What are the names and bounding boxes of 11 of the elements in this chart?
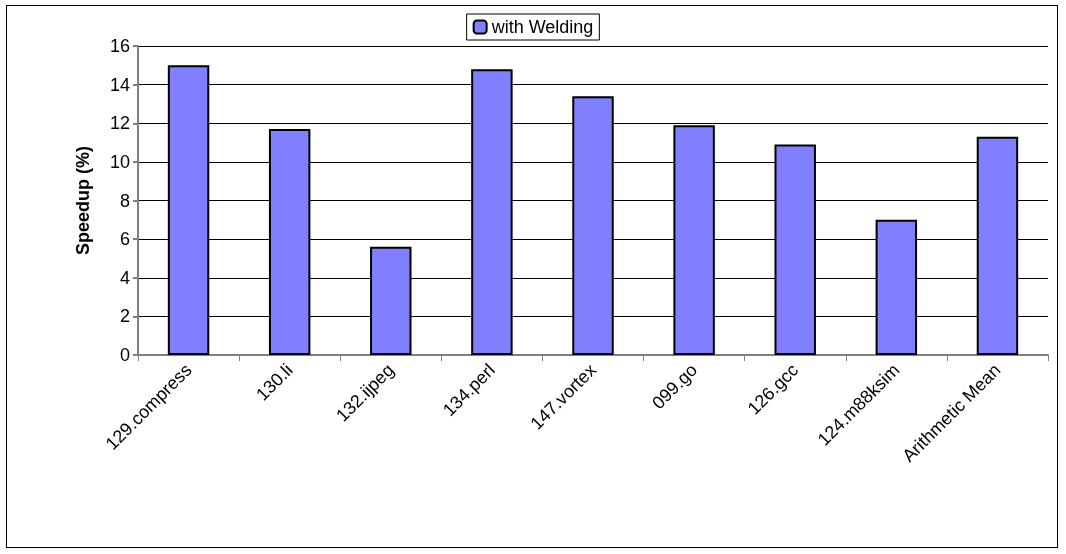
y-tick-label: 12 [109,113,130,134]
y-axis-title: Speedup (%) [73,145,93,256]
y-tick-label: 4 [119,267,130,288]
y-tick-label: 10 [109,151,130,172]
y-tick-label: 8 [119,190,130,211]
y-tick-label: 6 [119,229,130,250]
y-tick-label: 14 [109,74,130,95]
legend-label: with Welding [490,17,594,37]
y-tick-label: 2 [119,306,130,327]
y-tick-label: 0 [119,345,130,365]
y-tick-label: 16 [109,36,130,56]
